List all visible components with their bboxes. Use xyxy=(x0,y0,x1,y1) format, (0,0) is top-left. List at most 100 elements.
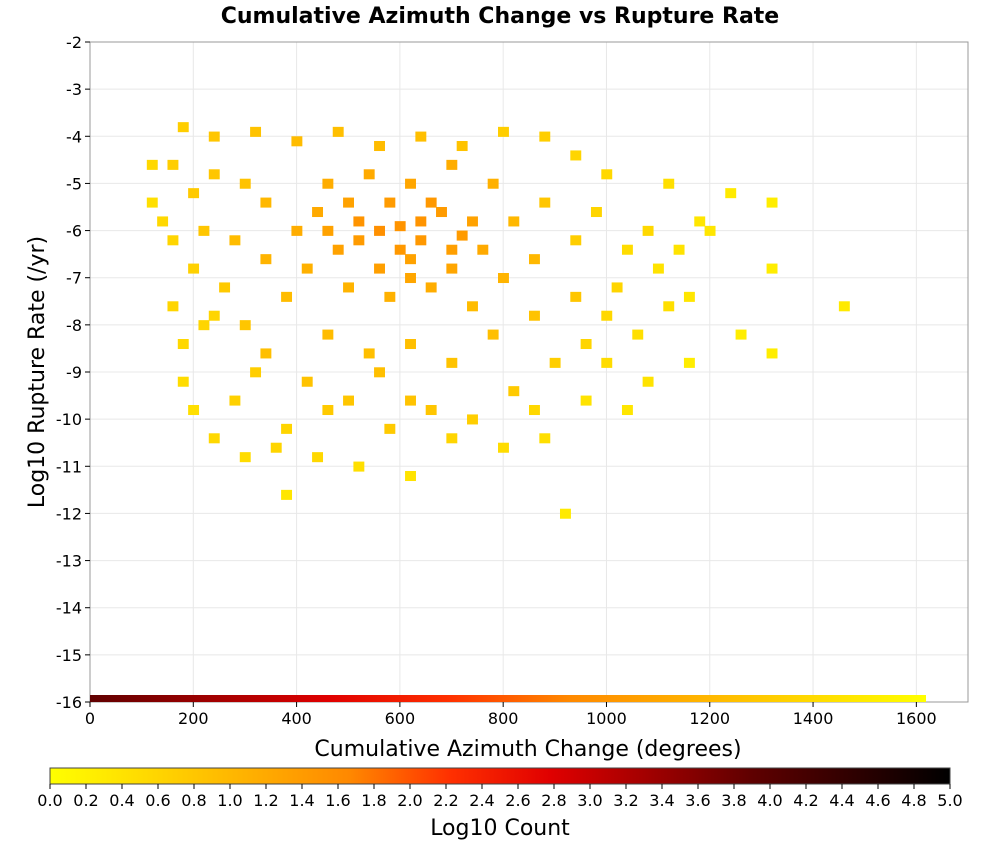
heatmap-cell xyxy=(415,216,427,227)
colorbar-tick-label: 1.6 xyxy=(325,791,350,810)
heatmap-cell xyxy=(343,282,354,293)
colorbar xyxy=(49,767,951,785)
x-tick-label: 1600 xyxy=(896,709,937,728)
y-tick-label: -3 xyxy=(66,80,82,99)
heatmap-cell xyxy=(498,442,509,453)
y-tick-label: -12 xyxy=(56,504,82,523)
heatmap-cell xyxy=(208,169,220,180)
heatmap-cell xyxy=(281,423,293,434)
heatmap-cell xyxy=(312,207,324,218)
heatmap-cell xyxy=(167,235,179,246)
heatmap-cell xyxy=(683,291,695,302)
heatmap-cell xyxy=(374,225,385,236)
colorbar-label: Log10 Count xyxy=(430,816,570,841)
heatmap-cell xyxy=(766,348,778,359)
heatmap-cell xyxy=(673,244,685,255)
heatmap-cell xyxy=(725,188,737,199)
heatmap-cell xyxy=(621,405,633,416)
colorscale-strip xyxy=(90,695,926,702)
heatmap-cell xyxy=(363,348,375,359)
heatmap-cell xyxy=(374,263,385,274)
heatmap-cell xyxy=(260,348,272,359)
heatmap-cell xyxy=(301,263,313,274)
heatmap-cell xyxy=(467,216,478,227)
heatmap-cell xyxy=(539,433,551,444)
heatmap-cell xyxy=(498,126,509,137)
colorbar-tick-label: 0.4 xyxy=(109,791,134,810)
colorbar-tick-label: 1.0 xyxy=(217,791,242,810)
heatmap-cell xyxy=(683,357,695,368)
heatmap-cell xyxy=(332,126,344,137)
x-tick-label: 1000 xyxy=(586,709,627,728)
colorbar-tick-label: 0.0 xyxy=(37,791,62,810)
colorbar-tick-label: 3.8 xyxy=(721,791,746,810)
heatmap-cells xyxy=(146,122,850,519)
colorbar-tick-label: 2.2 xyxy=(433,791,458,810)
colorbar-tick-label: 1.8 xyxy=(361,791,386,810)
heatmap-cell xyxy=(281,489,293,500)
x-tick-label: 800 xyxy=(488,709,519,728)
y-tick-label: -8 xyxy=(66,316,82,335)
heatmap-cell xyxy=(539,131,551,142)
heatmap-cell xyxy=(239,178,251,189)
heatmap-cell xyxy=(570,235,582,246)
heatmap-cell xyxy=(415,131,427,142)
heatmap-cell xyxy=(188,263,200,274)
heatmap-cell xyxy=(405,339,416,350)
heatmap-cell xyxy=(374,367,385,378)
heatmap-cell xyxy=(384,197,396,208)
heatmap-cell xyxy=(487,329,499,340)
heatmap-cell xyxy=(425,197,437,208)
y-tick-label: -2 xyxy=(66,33,82,52)
heatmap-cell xyxy=(570,150,582,161)
heatmap-cell xyxy=(322,405,334,416)
colorbar-tick-label: 3.0 xyxy=(577,791,602,810)
heatmap-cell xyxy=(270,442,282,453)
heatmap-cell xyxy=(467,414,478,425)
heatmap-cell xyxy=(146,197,158,208)
heatmap-cell xyxy=(601,357,613,368)
heatmap-cell xyxy=(167,301,179,312)
heatmap-cell xyxy=(446,263,458,274)
heatmap-cell xyxy=(239,452,251,463)
heatmap-cell xyxy=(642,225,654,236)
colorbar-tick-label: 2.6 xyxy=(505,791,530,810)
heatmap-cell xyxy=(621,244,633,255)
heatmap-cell xyxy=(766,197,778,208)
colorbar-tick-label: 1.4 xyxy=(289,791,314,810)
heatmap-cell xyxy=(322,329,334,340)
y-tick-label: -16 xyxy=(56,693,82,712)
colorbar-tick-label: 4.0 xyxy=(757,791,782,810)
heatmap-cell xyxy=(477,244,489,255)
y-tick-label: -9 xyxy=(66,363,82,382)
heatmap-cell xyxy=(374,141,385,152)
colorbar-tick-label: 2.8 xyxy=(541,791,566,810)
heatmap-cell xyxy=(208,433,220,444)
x-tick-label: 400 xyxy=(281,709,312,728)
heatmap-cell xyxy=(580,339,592,350)
heatmap-cell xyxy=(384,291,396,302)
x-tick-label: 200 xyxy=(178,709,209,728)
heatmap-cell xyxy=(167,159,179,170)
x-tick-label: 1200 xyxy=(689,709,730,728)
heatmap-cell xyxy=(436,207,447,218)
heatmap-cell xyxy=(446,244,458,255)
heatmap-cell xyxy=(601,310,613,321)
colorbar-tick-label: 4.6 xyxy=(865,791,890,810)
heatmap-cell xyxy=(219,282,231,293)
heatmap-cell xyxy=(229,235,241,246)
y-tick-label: -11 xyxy=(56,457,82,476)
heatmap-cell xyxy=(663,301,675,312)
heatmap-cell xyxy=(343,395,354,406)
heatmap-cell xyxy=(239,320,251,331)
heatmap-cell xyxy=(529,405,540,416)
colorbar-tick-label: 2.4 xyxy=(469,791,494,810)
heatmap-cell xyxy=(632,329,644,340)
heatmap-cell xyxy=(559,508,571,519)
colorbar-tick-label: 0.8 xyxy=(181,791,206,810)
heatmap-cell xyxy=(642,376,654,387)
heatmap-cell xyxy=(177,122,189,133)
y-tick-label: -5 xyxy=(66,174,82,193)
colorbar-tick-label: 3.6 xyxy=(685,791,710,810)
x-axis-label: Cumulative Azimuth Change (degrees) xyxy=(314,737,741,762)
